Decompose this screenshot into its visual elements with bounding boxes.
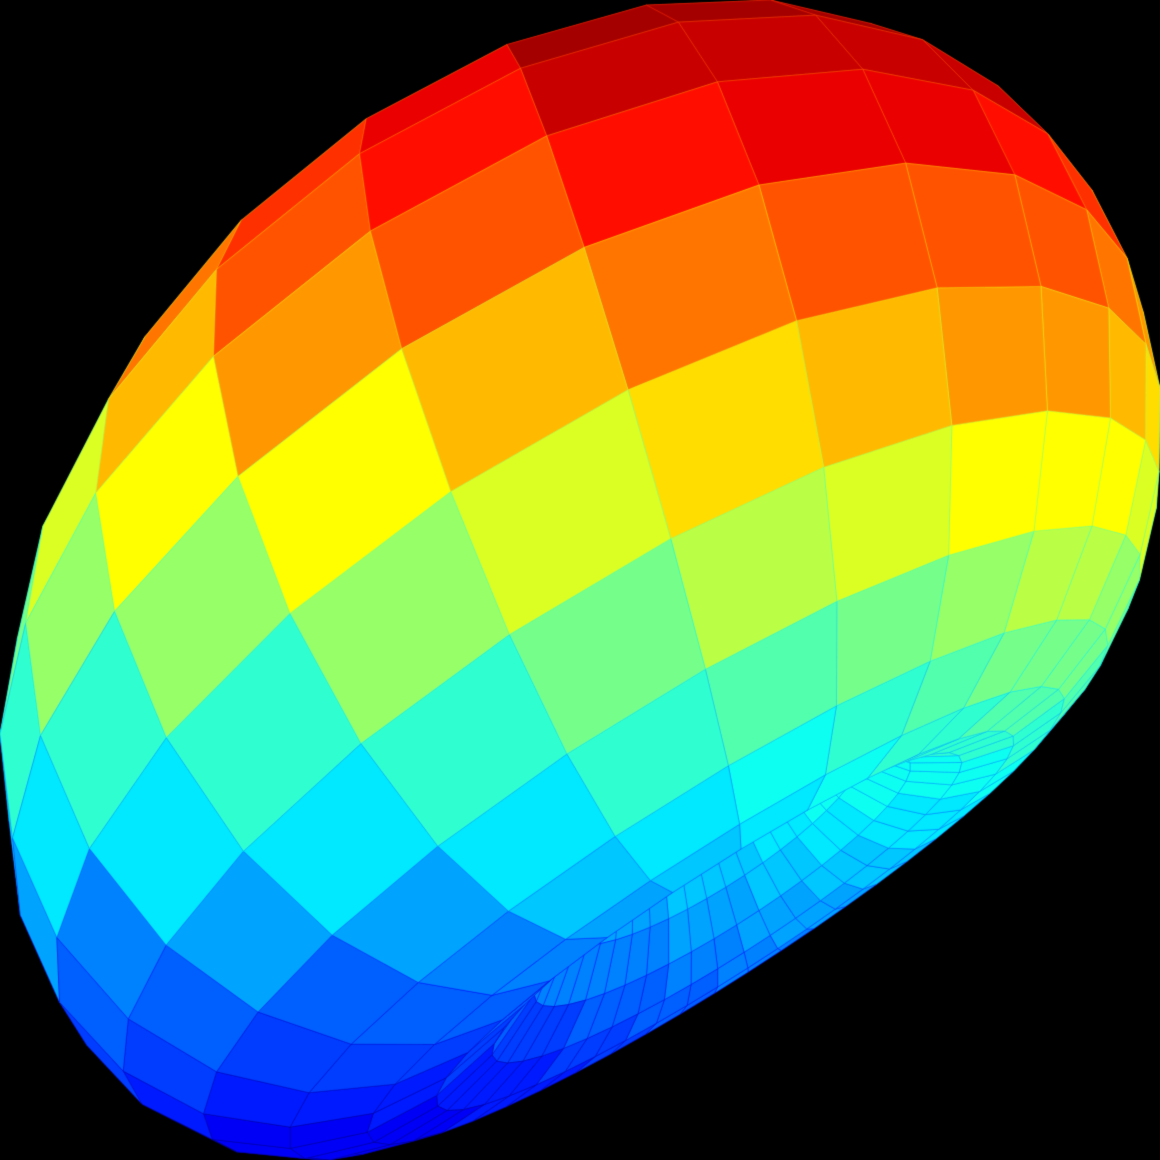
torus-figure: [0, 0, 1160, 1160]
torus-surface-plot: [0, 0, 1160, 1160]
